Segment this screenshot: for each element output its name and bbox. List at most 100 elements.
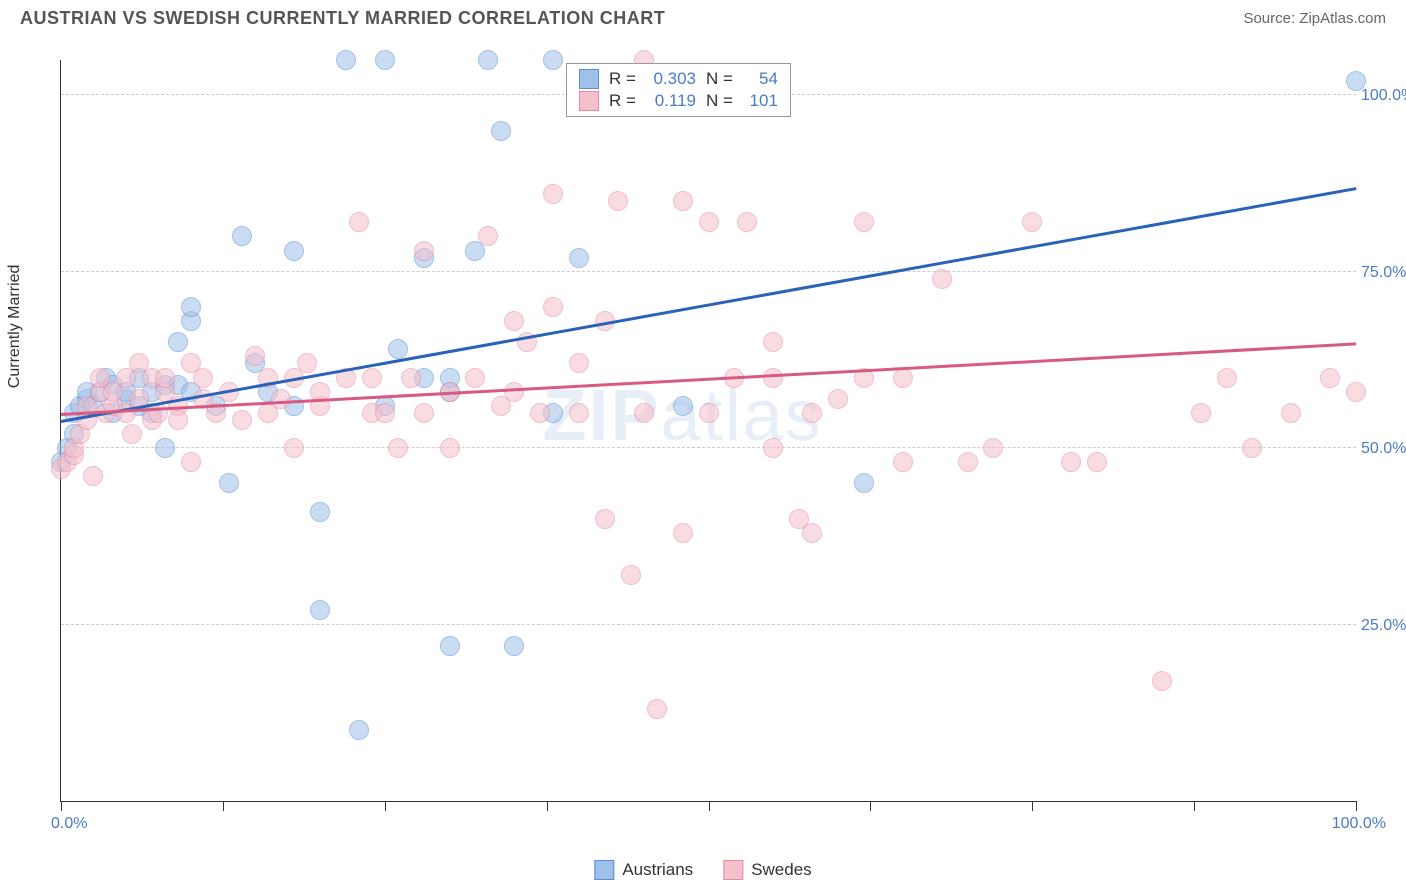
stats-row: R =0.303N =54 — [579, 68, 778, 90]
data-point — [349, 212, 369, 232]
data-point — [828, 389, 848, 409]
data-point — [569, 353, 589, 373]
data-point — [375, 403, 395, 423]
data-point — [1346, 382, 1366, 402]
data-point — [168, 332, 188, 352]
x-tick — [385, 801, 386, 811]
chart-container: Currently Married ZIPatlas R =0.303N =54… — [50, 40, 1386, 842]
x-tick — [547, 801, 548, 811]
data-point — [802, 403, 822, 423]
x-tick — [870, 801, 871, 811]
data-point — [932, 269, 952, 289]
chart-source: Source: ZipAtlas.com — [1243, 10, 1386, 27]
legend-swatch — [579, 91, 599, 111]
legend-item: Austrians — [594, 860, 693, 880]
y-tick-label: 25.0% — [1361, 617, 1406, 635]
data-point — [388, 438, 408, 458]
gridline — [61, 271, 1356, 272]
data-point — [893, 452, 913, 472]
data-point — [504, 636, 524, 656]
x-tick — [61, 801, 62, 811]
data-point — [122, 424, 142, 444]
data-point — [297, 353, 317, 373]
data-point — [802, 523, 822, 543]
data-point — [245, 346, 265, 366]
data-point — [1152, 671, 1172, 691]
legend-label: Austrians — [622, 860, 693, 880]
data-point — [595, 509, 615, 529]
data-point — [854, 212, 874, 232]
y-axis-label: Currently Married — [6, 265, 24, 389]
plot-area: ZIPatlas R =0.303N =54R =0.119N =101 0.0… — [60, 60, 1356, 802]
chart-header: AUSTRIAN VS SWEDISH CURRENTLY MARRIED CO… — [0, 0, 1406, 35]
data-point — [763, 332, 783, 352]
data-point — [83, 466, 103, 486]
data-point — [958, 452, 978, 472]
data-point — [478, 50, 498, 70]
data-point — [673, 191, 693, 211]
x-tick — [1356, 801, 1357, 811]
data-point — [155, 368, 175, 388]
data-point — [763, 368, 783, 388]
data-point — [155, 438, 175, 458]
x-axis-min-label: 0.0% — [51, 815, 87, 833]
data-point — [284, 438, 304, 458]
x-tick — [223, 801, 224, 811]
data-point — [530, 403, 550, 423]
data-point — [504, 311, 524, 331]
data-point — [1087, 452, 1107, 472]
y-tick-label: 50.0% — [1361, 440, 1406, 458]
data-point — [1281, 403, 1301, 423]
data-point — [232, 226, 252, 246]
data-point — [375, 50, 395, 70]
stats-n-value: 101 — [743, 91, 778, 111]
legend-label: Swedes — [751, 860, 811, 880]
stats-r-label: R = — [609, 69, 636, 89]
stats-r-value: 0.119 — [646, 91, 696, 111]
data-point — [504, 382, 524, 402]
data-point — [647, 699, 667, 719]
data-point — [1191, 403, 1211, 423]
data-point — [673, 396, 693, 416]
stats-r-value: 0.303 — [646, 69, 696, 89]
data-point — [271, 389, 291, 409]
data-point — [543, 184, 563, 204]
data-point — [893, 368, 913, 388]
data-point — [362, 368, 382, 388]
data-point — [737, 212, 757, 232]
legend-swatch — [594, 860, 614, 880]
data-point — [310, 502, 330, 522]
chart-title: AUSTRIAN VS SWEDISH CURRENTLY MARRIED CO… — [20, 8, 665, 29]
legend-item: Swedes — [723, 860, 811, 880]
data-point — [491, 121, 511, 141]
data-point — [1320, 368, 1340, 388]
gridline — [61, 624, 1356, 625]
y-tick-label: 75.0% — [1361, 264, 1406, 282]
data-point — [763, 438, 783, 458]
x-tick — [1194, 801, 1195, 811]
data-point — [699, 403, 719, 423]
data-point — [440, 636, 460, 656]
data-point — [1061, 452, 1081, 472]
data-point — [414, 241, 434, 261]
data-point — [1242, 438, 1262, 458]
stats-n-label: N = — [706, 69, 733, 89]
data-point — [699, 212, 719, 232]
data-point — [388, 339, 408, 359]
data-point — [608, 191, 628, 211]
data-point — [634, 403, 654, 423]
stats-row: R =0.119N =101 — [579, 90, 778, 112]
data-point — [440, 438, 460, 458]
data-point — [983, 438, 1003, 458]
data-point — [543, 50, 563, 70]
data-point — [401, 368, 421, 388]
bottom-legend: Austrians Swedes — [594, 860, 811, 880]
data-point — [1022, 212, 1042, 232]
y-tick-label: 100.0% — [1361, 87, 1406, 105]
data-point — [181, 297, 201, 317]
data-point — [569, 248, 589, 268]
data-point — [414, 403, 434, 423]
data-point — [465, 368, 485, 388]
x-axis-max-label: 100.0% — [1332, 815, 1386, 833]
stats-n-label: N = — [706, 91, 733, 111]
